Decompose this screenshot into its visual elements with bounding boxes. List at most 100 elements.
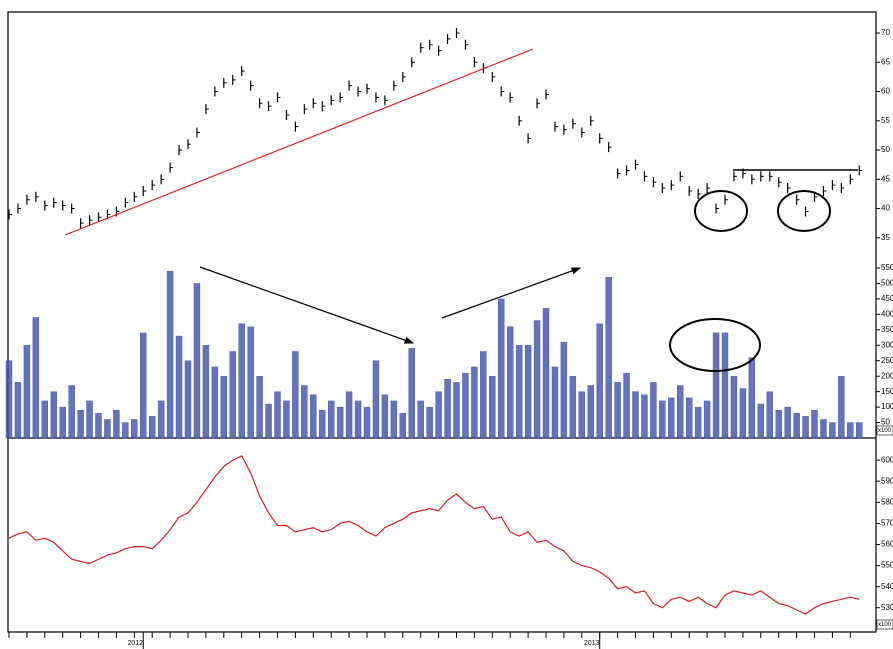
y-tick-label: 540	[881, 582, 893, 591]
volume-bar	[730, 375, 738, 439]
volume-bar	[560, 342, 568, 439]
circle-annotation	[669, 318, 761, 372]
volume-bar	[775, 409, 782, 439]
volume-bar	[86, 400, 93, 439]
volume-bar	[659, 400, 666, 439]
volume-bar	[354, 400, 362, 439]
volume-bar	[148, 416, 156, 439]
volume-bar	[310, 394, 317, 439]
volume-bar	[480, 351, 487, 439]
plot: 35 40 45 50 55 60 65 70 50 100 150 200 250 300 350 400 4…	[5, 28, 893, 649]
y-tick-label: 600	[881, 455, 893, 464]
volume-bar	[444, 379, 451, 439]
volume-bar	[820, 419, 827, 439]
volume-bar	[166, 270, 174, 439]
indicator-line	[8, 455, 860, 615]
volume-bar	[390, 400, 398, 439]
volume-bar	[623, 372, 630, 439]
arrow	[199, 266, 415, 344]
unit-label: x100	[878, 622, 892, 628]
x-tick-label: 2012	[127, 640, 143, 647]
volume-bar	[229, 351, 236, 439]
y-tick-label: 50	[881, 145, 890, 154]
volume-bar	[712, 332, 720, 439]
y-tick-label: 70	[881, 28, 890, 37]
volume-bar	[408, 348, 415, 439]
volume-bar	[757, 403, 764, 439]
volume-bar	[811, 409, 818, 439]
volume-bar	[694, 406, 702, 439]
volume-bar	[542, 308, 550, 439]
volume-bar	[686, 397, 693, 439]
y-tick-label: 200	[881, 371, 893, 380]
volume-bar	[498, 298, 505, 439]
y-tick-label: 590	[881, 476, 893, 485]
volume-bar	[435, 391, 442, 439]
volume-bar	[157, 400, 165, 439]
volume-bar	[399, 413, 406, 439]
volume-bar	[650, 382, 657, 439]
volume-bar	[766, 391, 773, 439]
volume-bar	[77, 409, 84, 439]
volume-bar	[668, 397, 675, 439]
y-tick-label: 560	[881, 540, 893, 549]
volume-bar	[274, 391, 281, 439]
y-tick-label: 400	[881, 309, 893, 318]
volume-bar	[328, 400, 335, 439]
volume-bar	[140, 332, 147, 439]
volume-bar	[569, 375, 577, 439]
volume-bar	[784, 406, 791, 439]
y-tick-label: 350	[881, 325, 893, 334]
y-tick-label: 550	[881, 263, 893, 272]
volume-bar	[283, 400, 290, 439]
y-tick-label: 60	[881, 87, 890, 96]
volume-bar	[793, 413, 800, 439]
volume-bar	[345, 391, 353, 439]
volume-bar	[95, 413, 102, 439]
volume-bar	[829, 422, 836, 439]
volume-bar	[838, 375, 845, 439]
volume-bar	[471, 366, 478, 439]
y-tick-label: 40	[881, 204, 890, 213]
volume-bar	[417, 400, 424, 439]
volume-bar	[23, 345, 31, 439]
unit-label: x100	[878, 428, 892, 434]
unit-box	[876, 425, 893, 436]
volume-bar	[524, 345, 532, 439]
volume-bar	[551, 366, 559, 439]
volume-bar	[247, 326, 254, 439]
y-tick-label: 50	[881, 418, 890, 427]
volume-bar	[319, 409, 326, 439]
volume-bar	[587, 385, 594, 439]
volume-bar	[721, 332, 729, 439]
x-tick-label: 2013	[584, 640, 600, 647]
y-tick-label: 500	[881, 279, 893, 288]
volume-bar	[193, 283, 201, 439]
y-tick-label: 550	[881, 561, 893, 570]
trend-line	[64, 48, 534, 236]
y-tick-label: 100	[881, 402, 893, 411]
volume-bar	[739, 388, 747, 439]
volume-bar	[507, 326, 514, 439]
volume-bar	[641, 394, 648, 439]
volume-bar	[220, 375, 228, 439]
volume-bar	[462, 372, 469, 439]
y-tick-label: 250	[881, 356, 893, 365]
volume-bar	[372, 360, 380, 439]
volume-bar	[453, 382, 460, 439]
volume-bar	[32, 317, 40, 439]
volume-bar	[301, 385, 308, 439]
volume-bar	[856, 422, 863, 439]
circle-annotation	[777, 190, 831, 232]
volume-bar	[59, 406, 66, 439]
volume-bar	[104, 419, 111, 439]
volume-bar	[533, 320, 541, 439]
volume-bar	[336, 406, 344, 439]
y-tick-label: 580	[881, 497, 893, 506]
volume-bar	[5, 360, 13, 439]
volume-bar	[211, 366, 219, 439]
y-tick-label: 300	[881, 340, 893, 349]
arrow	[441, 267, 582, 319]
y-tick-label: 65	[881, 57, 890, 66]
